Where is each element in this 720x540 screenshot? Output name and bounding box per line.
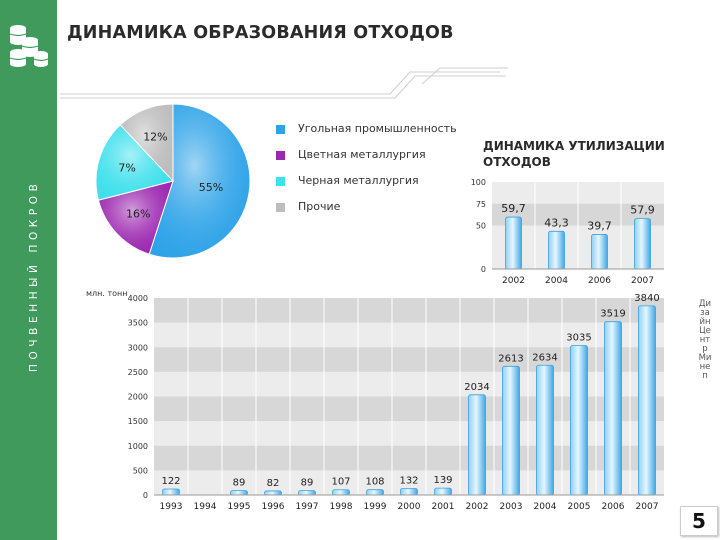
bar	[434, 487, 452, 496]
bar	[638, 305, 656, 496]
y-tick-label: 2500	[128, 368, 148, 377]
bar-value-label: 3035	[566, 333, 591, 344]
bar	[502, 365, 520, 496]
x-tick-label: 2007	[636, 502, 659, 512]
legend-label: Угольная промышленность	[298, 122, 457, 135]
y-tick-label: 0	[143, 491, 148, 500]
bar-value-label: 132	[399, 475, 418, 486]
bar-value-label: 122	[161, 476, 180, 487]
x-tick-label: 2006	[588, 276, 611, 286]
bar	[230, 490, 248, 496]
pie-slice-label: 55%	[199, 181, 223, 194]
legend-label: Цветная металлургия	[298, 148, 426, 161]
grid-band	[154, 298, 664, 323]
bar	[366, 489, 384, 496]
y-tick-label: 75	[476, 200, 486, 209]
legend-swatch	[276, 125, 285, 134]
sidebar: ПОЧВЕННЫЙ ПОКРОВ	[0, 0, 57, 540]
page-number: 5	[680, 506, 718, 536]
y-tick-label: 0	[481, 265, 486, 274]
bar	[604, 321, 622, 496]
y-tick-label: 1500	[128, 417, 148, 426]
slide-title: ДИНАМИКА ОБРАЗОВАНИЯ ОТХОДОВ	[67, 23, 454, 43]
bar	[298, 490, 316, 496]
x-tick-label: 1993	[160, 502, 183, 512]
pie-slice-highlight	[148, 103, 251, 259]
bar-value-label: 59,7	[501, 202, 526, 215]
x-tick-label: 2002	[502, 276, 525, 286]
x-tick-label: 2006	[602, 502, 625, 512]
y-tick-label: 4000	[128, 294, 148, 303]
x-tick-label: 2004	[545, 276, 568, 286]
legend-swatch	[276, 203, 285, 212]
bar-value-label: 108	[365, 477, 384, 488]
bar	[468, 394, 486, 496]
y-tick-label: 50	[476, 222, 486, 231]
y-tick-label: 100	[471, 178, 486, 187]
bar	[162, 488, 180, 496]
x-tick-label: 1996	[262, 502, 285, 512]
y-axis-label: млн. тонн	[86, 289, 127, 298]
bar-value-label: 82	[267, 478, 280, 489]
bar-value-label: 39,7	[587, 219, 612, 232]
bar	[332, 489, 350, 496]
bar-value-label: 2634	[532, 352, 557, 363]
bar-value-label: 89	[301, 478, 314, 489]
barrels-icon	[9, 25, 49, 67]
bar	[570, 345, 588, 496]
legend-swatch	[276, 177, 285, 186]
side-watermark-text: Дизайн Центр Минеп	[698, 299, 712, 381]
bar	[536, 364, 554, 496]
bar-value-label: 89	[233, 478, 246, 489]
pie-slice-highlight	[95, 124, 174, 201]
x-tick-label: 1997	[296, 502, 319, 512]
bar-value-label: 2613	[498, 353, 523, 364]
decorative-lines	[60, 67, 508, 99]
x-tick-label: 2003	[500, 502, 523, 512]
legend-swatch	[276, 151, 285, 160]
pie-slice-label: 12%	[143, 131, 167, 144]
y-tick-label: 500	[133, 466, 148, 475]
x-tick-label: 2004	[534, 502, 557, 512]
x-tick-label: 2007	[631, 276, 654, 286]
bar	[264, 490, 282, 496]
bar-value-label: 107	[331, 477, 350, 488]
bar-value-label: 43,3	[544, 216, 569, 229]
pie-slice-label: 7%	[118, 162, 135, 175]
x-tick-label: 2000	[398, 502, 421, 512]
x-tick-label: 1995	[228, 502, 251, 512]
y-tick-label: 2000	[128, 393, 148, 402]
legend-label: Прочие	[298, 200, 341, 213]
pie-slice-label: 16%	[126, 208, 150, 221]
pie-slice-highlight	[119, 103, 174, 183]
y-tick-label: 3000	[128, 343, 148, 352]
x-tick-label: 2002	[466, 502, 489, 512]
bar-value-label: 3519	[600, 309, 625, 320]
x-tick-label: 1998	[330, 502, 353, 512]
x-tick-label: 2005	[568, 502, 591, 512]
bar-value-label: 57,9	[630, 204, 655, 217]
x-tick-label: 1999	[364, 502, 387, 512]
y-tick-label: 3500	[128, 319, 148, 328]
bar-value-label: 2034	[464, 382, 489, 393]
pie-slice-highlight	[97, 180, 174, 255]
bar-value-label: 139	[433, 475, 452, 486]
bar	[400, 488, 418, 496]
legend-label: Черная металлургия	[298, 174, 419, 187]
x-tick-label: 2001	[432, 502, 455, 512]
utilization-chart-title: ДИНАМИКА УТИЛИЗАЦИИ ОТХОДОВ	[483, 139, 665, 169]
x-tick-label: 1994	[194, 502, 217, 512]
y-tick-label: 1000	[128, 442, 148, 451]
bar-value-label: 3840	[634, 293, 659, 304]
